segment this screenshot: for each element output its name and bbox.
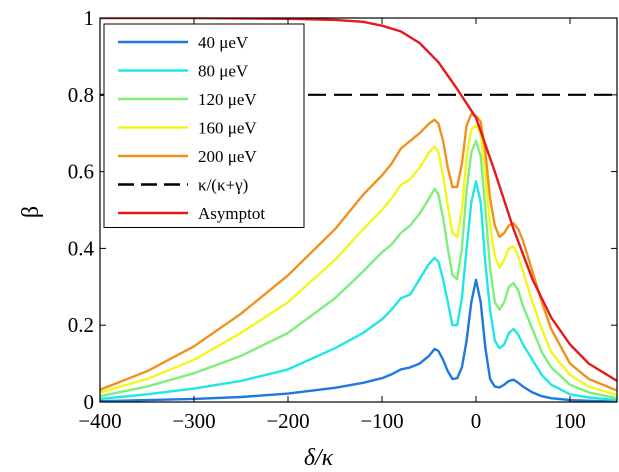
series-line-1 <box>100 179 617 402</box>
y-tick-label-0: 0 <box>84 390 95 414</box>
axes: −400 −300 −200 −100 0 100 0 0.2 0.4 0.6 0.8 1 δ/κ β <box>18 6 618 471</box>
x-tick-label-3: −100 <box>360 409 403 433</box>
y-tick-label-5: 1 <box>84 6 95 30</box>
legend: 40 μeV 80 μeV 120 μeV 160 μeV 200 μeV κ/(κ+γ)… <box>103 23 305 228</box>
y-axis-label: β <box>18 206 44 218</box>
legend-label-5: κ/(κ+γ) <box>198 176 248 195</box>
series-line-3 <box>100 124 617 397</box>
series-line-2 <box>100 139 617 400</box>
x-tick-label-2: −200 <box>266 409 309 433</box>
legend-label-3: 160 μeV <box>198 119 257 138</box>
legend-box <box>103 23 305 228</box>
x-tick-label-4: 0 <box>471 409 482 433</box>
legend-label-4: 200 μeV <box>198 147 257 166</box>
legend-label-2: 120 μeV <box>198 90 257 109</box>
x-tick-label-1: −300 <box>172 409 215 433</box>
y-tick-label-1: 0.2 <box>68 313 94 337</box>
x-axis-label: δ/κ <box>304 445 334 471</box>
y-tick-label-4: 0.8 <box>68 83 94 107</box>
plot-frame <box>99 17 618 403</box>
series-line-6 <box>100 18 617 382</box>
legend-label-6: Asymptot <box>198 204 265 223</box>
series-line-0 <box>100 278 617 402</box>
series-line-4 <box>100 112 617 392</box>
y-tick-label-3: 0.6 <box>68 160 94 184</box>
x-tick-label-5: 100 <box>554 409 586 433</box>
x-tick-label-0: −400 <box>78 409 121 433</box>
legend-label-1: 80 μeV <box>198 62 249 81</box>
legend-label-0: 40 μeV <box>198 33 249 52</box>
y-tick-label-2: 0.4 <box>68 236 95 260</box>
